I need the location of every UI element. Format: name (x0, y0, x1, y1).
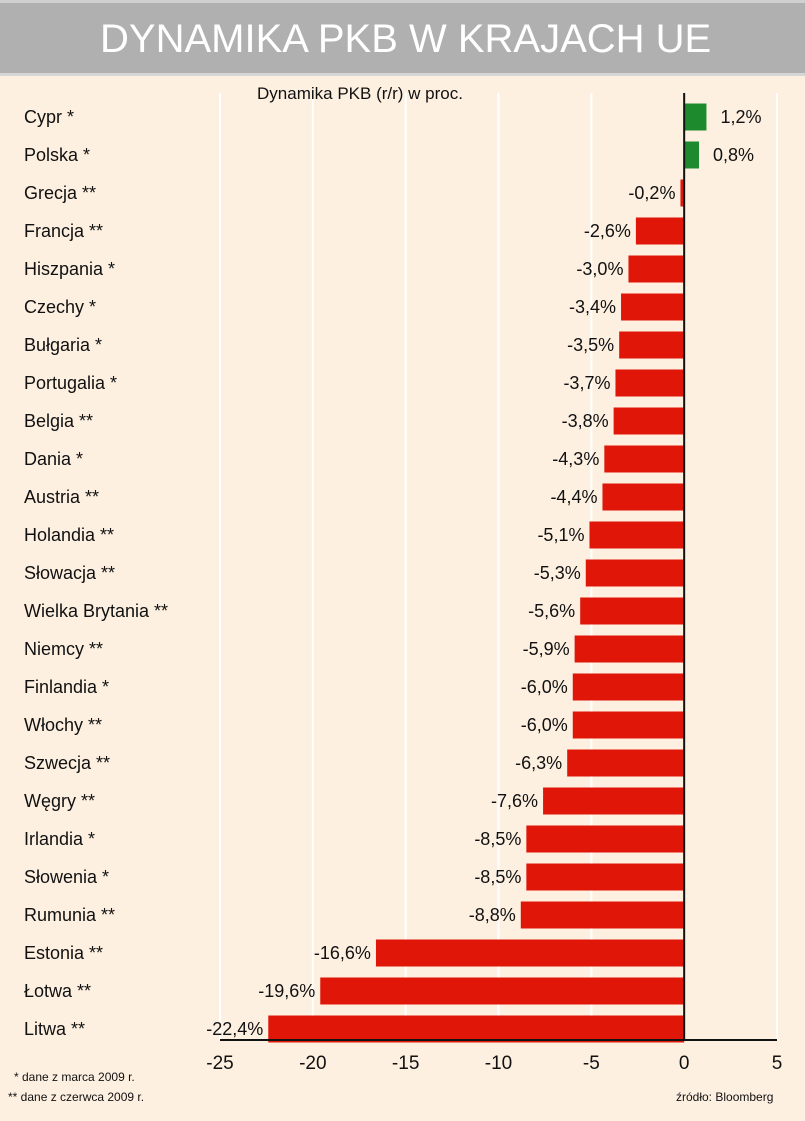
value-label: -2,6% (584, 221, 631, 241)
bar (526, 825, 685, 853)
bar (320, 977, 685, 1005)
category-label: Łotwa ** (24, 981, 91, 1001)
value-label: -22,4% (206, 1019, 263, 1039)
category-label: Słowacja ** (24, 563, 115, 583)
value-label: -0,2% (628, 183, 675, 203)
value-label: -5,3% (534, 563, 581, 583)
category-label: Węgry ** (24, 791, 95, 811)
category-label: Finlandia * (24, 677, 109, 697)
category-label: Belgia ** (24, 411, 93, 431)
bar (520, 901, 685, 929)
bar (572, 711, 685, 739)
category-label: Bułgaria * (24, 335, 102, 355)
value-label: -6,0% (521, 677, 568, 697)
source-note: źródło: Bloomberg (676, 1090, 774, 1104)
category-label: Hiszpania * (24, 259, 115, 279)
value-label: -3,7% (563, 373, 610, 393)
category-label: Włochy ** (24, 715, 102, 735)
bar (621, 293, 685, 321)
bar (628, 255, 685, 283)
value-label: -8,5% (474, 829, 521, 849)
x-axis: -25 -20 -15 -10 -5 0 5 (206, 93, 782, 1074)
x-tick-label: -10 (485, 1053, 512, 1074)
value-label: -5,1% (537, 525, 584, 545)
value-label: 0,8% (713, 145, 754, 165)
x-tick-label: -20 (299, 1053, 326, 1074)
x-tick-label: -25 (206, 1053, 233, 1074)
value-label: -19,6% (258, 981, 315, 1001)
value-label: -4,3% (552, 449, 599, 469)
bar (684, 103, 707, 131)
bar (589, 521, 685, 549)
chart-title: DYNAMIKA PKB W KRAJACH UE (100, 17, 712, 61)
value-label: -3,4% (569, 297, 616, 317)
bar (574, 635, 685, 663)
category-label: Niemcy ** (24, 639, 103, 659)
bar (602, 483, 685, 511)
chart-subtitle: Dynamika PKB (r/r) w proc. (257, 84, 463, 103)
bar (567, 749, 685, 777)
value-label: -3,8% (562, 411, 609, 431)
category-label: Litwa ** (24, 1019, 85, 1039)
bar (604, 445, 685, 473)
x-tick-label: -5 (583, 1053, 600, 1074)
bar (635, 217, 685, 245)
x-tick-label: 0 (679, 1053, 690, 1074)
bar (613, 407, 685, 435)
bar (580, 597, 685, 625)
category-labels: Cypr * Polska * Grecja ** Francja ** Hiszpan… (24, 107, 168, 1039)
category-label: Francja ** (24, 221, 103, 241)
category-label: Słowenia * (24, 867, 109, 887)
gridlines (219, 93, 778, 1040)
category-label: Polska * (24, 145, 90, 165)
bar (684, 141, 700, 169)
value-label: -6,0% (521, 715, 568, 735)
value-label: -8,8% (469, 905, 516, 925)
footnote-double-star: ** dane z czerwca 2009 r. (8, 1090, 145, 1104)
bar (543, 787, 685, 815)
bar (526, 863, 685, 891)
bar (375, 939, 685, 967)
value-label: -6,3% (515, 753, 562, 773)
category-label: Grecja ** (24, 183, 96, 203)
value-labels: 1,2% 0,8% -0,2% -2,6% -3,0% -3,4% -3,5% -3,7% -3… (206, 107, 761, 1039)
category-label: Portugalia * (24, 373, 117, 393)
chart-header: DYNAMIKA PKB W KRAJACH UE (0, 0, 805, 76)
category-label: Austria ** (24, 487, 99, 507)
value-label: -7,6% (491, 791, 538, 811)
value-label: -5,6% (528, 601, 575, 621)
bar (619, 331, 685, 359)
bar (680, 179, 685, 207)
value-label: -3,5% (567, 335, 614, 355)
category-label: Irlandia * (24, 829, 95, 849)
x-tick-label: -15 (392, 1053, 419, 1074)
value-label: -8,5% (474, 867, 521, 887)
bar (585, 559, 685, 587)
category-label: Wielka Brytania ** (24, 601, 168, 621)
category-label: Dania * (24, 449, 83, 469)
category-label: Cypr * (24, 107, 74, 127)
category-label: Szwecja ** (24, 753, 110, 773)
value-label: -4,4% (550, 487, 597, 507)
category-label: Holandia ** (24, 525, 114, 545)
bar (268, 1015, 685, 1043)
bar (615, 369, 685, 397)
category-label: Rumunia ** (24, 905, 115, 925)
bar (572, 673, 685, 701)
category-label: Czechy * (24, 297, 96, 317)
bars (268, 103, 707, 1043)
footnote-single-star: * dane z marca 2009 r. (14, 1070, 135, 1084)
value-label: -5,9% (523, 639, 570, 659)
value-label: -3,0% (576, 259, 623, 279)
x-tick-label: 5 (772, 1053, 783, 1074)
value-label: 1,2% (720, 107, 761, 127)
category-label: Estonia ** (24, 943, 103, 963)
value-label: -16,6% (314, 943, 371, 963)
